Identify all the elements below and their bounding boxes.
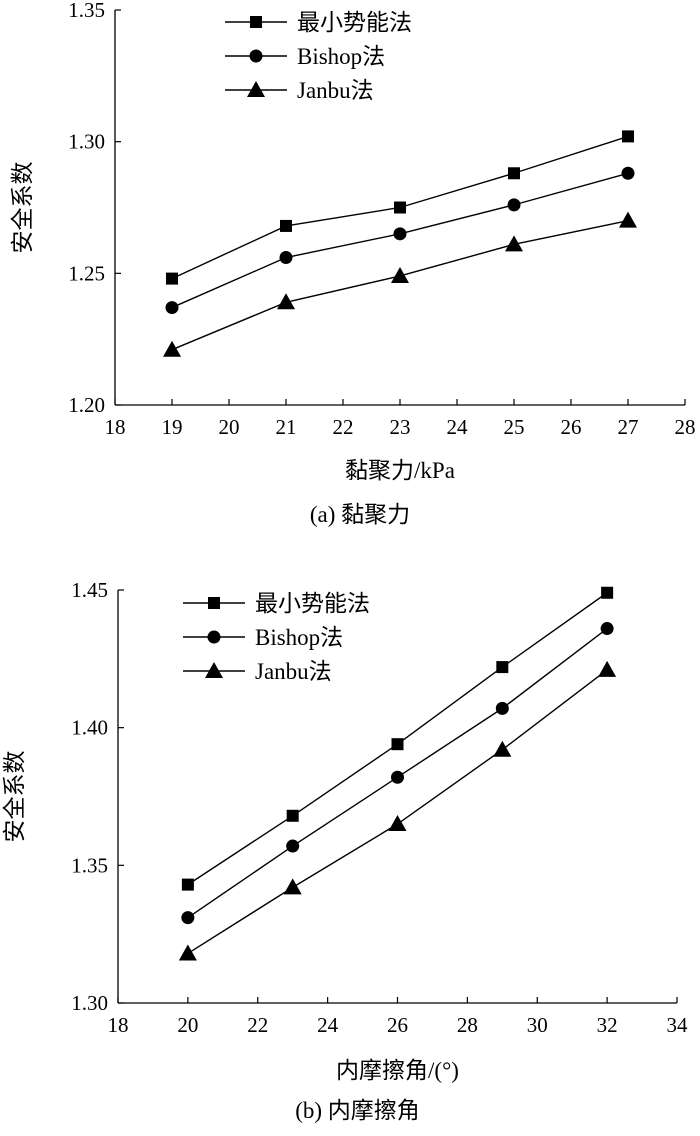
y-tick-label: 1.40 bbox=[71, 716, 108, 740]
data-point bbox=[280, 219, 292, 232]
data-point bbox=[391, 266, 409, 283]
legend-marker bbox=[250, 16, 262, 28]
y-tick-label: 1.30 bbox=[71, 991, 108, 1015]
chart-caption: (a) 黏聚力 bbox=[310, 502, 410, 527]
data-point bbox=[391, 770, 404, 784]
data-point bbox=[178, 944, 197, 961]
legend-label: Janbu法 bbox=[255, 659, 332, 684]
x-tick-label: 18 bbox=[105, 415, 126, 439]
data-point bbox=[279, 251, 293, 265]
x-tick-label: 27 bbox=[618, 415, 639, 439]
series-triangle bbox=[178, 660, 617, 961]
data-point bbox=[496, 661, 509, 674]
x-axis-title: 内摩擦角/(°) bbox=[336, 1058, 459, 1083]
legend-entry: Janbu法 bbox=[183, 659, 332, 684]
series-line bbox=[187, 669, 608, 955]
x-tick-label: 25 bbox=[504, 415, 525, 439]
data-point bbox=[505, 235, 523, 252]
data-point bbox=[388, 815, 407, 832]
x-tick-label: 28 bbox=[675, 415, 696, 439]
legend-marker bbox=[207, 630, 221, 644]
data-point bbox=[600, 622, 614, 636]
y-axis-title: 安全系数 bbox=[10, 162, 35, 254]
x-tick-label: 26 bbox=[387, 1013, 408, 1037]
series-square bbox=[166, 130, 634, 285]
series-line bbox=[171, 172, 629, 309]
series-square bbox=[181, 586, 614, 891]
data-point bbox=[393, 227, 407, 241]
x-tick-label: 18 bbox=[108, 1013, 129, 1037]
x-tick-label: 34 bbox=[667, 1013, 689, 1037]
y-axis-title: 安全系数 bbox=[2, 751, 27, 843]
x-tick-label: 19 bbox=[162, 415, 183, 439]
legend-marker bbox=[205, 662, 223, 678]
data-point bbox=[619, 211, 637, 228]
data-point bbox=[622, 130, 634, 143]
series-triangle bbox=[163, 211, 637, 357]
x-tick-label: 24 bbox=[447, 415, 469, 439]
legend-entry: 最小势能法 bbox=[225, 10, 412, 35]
y-tick-label: 1.35 bbox=[71, 853, 108, 877]
legend-label: Janbu法 bbox=[297, 78, 374, 103]
chart-b: 18 20 22 24 26 28 30 32 34 1.30 1.35 1.40 1.45 内摩擦角/(… bbox=[2, 578, 688, 1123]
x-tick-label: 30 bbox=[527, 1013, 548, 1037]
y-tick-label: 1.30 bbox=[68, 130, 105, 154]
data-point bbox=[286, 839, 300, 853]
data-point bbox=[394, 201, 406, 214]
data-point bbox=[507, 198, 521, 212]
data-point bbox=[166, 272, 178, 285]
y-tick-label: 1.35 bbox=[68, 0, 105, 22]
y-tick-label: 1.45 bbox=[71, 578, 108, 602]
x-tick-label: 23 bbox=[390, 415, 411, 439]
legend-label: 最小势能法 bbox=[297, 10, 412, 35]
data-point bbox=[165, 301, 179, 315]
data-point bbox=[283, 878, 302, 895]
x-tick-label: 20 bbox=[219, 415, 240, 439]
legend-label: Bishop法 bbox=[255, 625, 343, 650]
legend-entry: 最小势能法 bbox=[183, 591, 370, 616]
legend-marker bbox=[249, 49, 263, 63]
legend-label: 最小势能法 bbox=[255, 591, 370, 616]
data-point bbox=[277, 293, 295, 310]
x-tick-label: 26 bbox=[561, 415, 582, 439]
x-tick-label: 28 bbox=[457, 1013, 478, 1037]
data-point bbox=[391, 738, 404, 751]
data-point bbox=[601, 586, 614, 599]
data-point bbox=[181, 911, 195, 925]
y-tick-label: 1.20 bbox=[68, 393, 105, 417]
x-tick-label: 24 bbox=[317, 1013, 339, 1037]
x-tick-label: 21 bbox=[276, 415, 297, 439]
x-tick-label: 22 bbox=[247, 1013, 268, 1037]
chart-a: 18 19 20 21 22 23 24 25 26 27 28 1.20 1.25 1.30 1.35 黏聚… bbox=[10, 0, 696, 527]
x-axis-title: 黏聚力/kPa bbox=[345, 458, 455, 483]
x-tick-label: 22 bbox=[333, 415, 354, 439]
data-point bbox=[598, 660, 617, 677]
y-tick-label: 1.25 bbox=[68, 261, 105, 285]
series-circle bbox=[165, 166, 635, 315]
legend-entry: Bishop法 bbox=[183, 625, 343, 650]
data-point bbox=[163, 340, 181, 357]
legend-label: Bishop法 bbox=[297, 44, 385, 69]
chart-caption: (b) 内摩擦角 bbox=[295, 1098, 420, 1123]
data-point bbox=[181, 878, 194, 891]
legend-marker bbox=[208, 597, 220, 609]
x-tick-label: 20 bbox=[177, 1013, 198, 1037]
x-tick-label: 32 bbox=[597, 1013, 618, 1037]
data-point bbox=[493, 740, 512, 757]
legend-entry: Janbu法 bbox=[225, 78, 374, 103]
data-point bbox=[508, 167, 520, 180]
series-circle bbox=[181, 622, 614, 925]
legend-marker bbox=[247, 81, 265, 97]
legend-entry: Bishop法 bbox=[225, 44, 385, 69]
data-point bbox=[621, 166, 635, 180]
data-point bbox=[286, 809, 299, 822]
data-point bbox=[495, 701, 509, 715]
